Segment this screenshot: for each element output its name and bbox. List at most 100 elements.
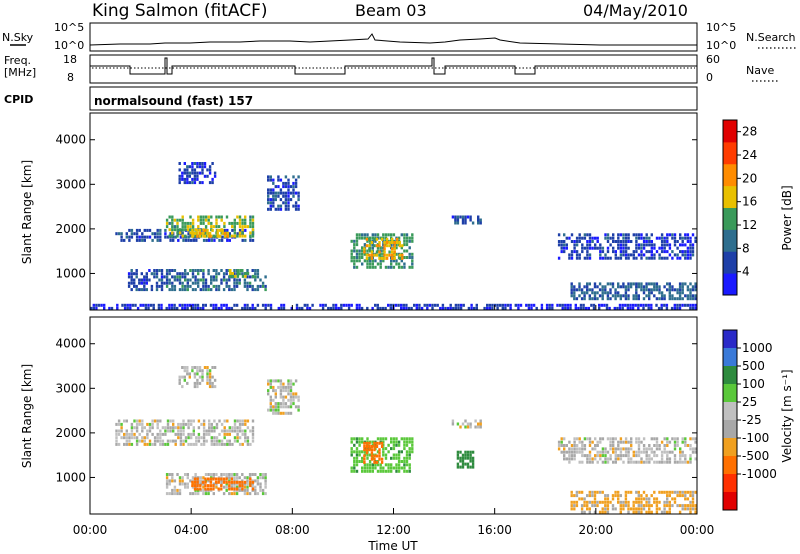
velocity-ytick-label: 2000 — [55, 426, 86, 440]
pixel — [622, 454, 625, 458]
pixel — [196, 174, 199, 178]
pixel — [551, 306, 554, 310]
pixel — [376, 246, 380, 250]
pixel — [570, 233, 574, 237]
pixel — [228, 306, 231, 310]
pixel — [580, 490, 584, 494]
pixel — [233, 422, 237, 426]
pixel — [189, 269, 192, 272]
pixel — [604, 288, 607, 292]
pixel — [382, 450, 385, 454]
pixel — [418, 303, 421, 307]
pixel — [609, 444, 612, 447]
pixel — [361, 249, 364, 253]
pixel — [350, 256, 353, 259]
pixel — [233, 228, 236, 232]
sky-left-tick-top: 10^5 — [54, 21, 84, 34]
pixel — [475, 303, 478, 307]
pixel — [686, 507, 690, 511]
pixel — [606, 510, 610, 514]
pixel — [168, 479, 171, 483]
pixel — [208, 385, 212, 389]
pixel — [143, 439, 146, 443]
pixel — [179, 422, 183, 426]
pixel — [230, 306, 234, 310]
pixel — [461, 215, 465, 219]
pixel — [163, 275, 166, 279]
pixel — [627, 297, 630, 301]
pixel — [143, 228, 146, 232]
pixel — [588, 444, 592, 447]
pixel — [191, 366, 194, 369]
pixel — [181, 231, 184, 235]
pixel — [635, 500, 638, 504]
pixel — [642, 297, 646, 301]
pixel — [241, 422, 244, 426]
pixel — [230, 480, 234, 484]
pixel — [236, 419, 239, 423]
pixel — [619, 454, 623, 458]
pixel — [196, 306, 200, 310]
pixel — [181, 177, 184, 181]
pixel — [570, 294, 573, 298]
pixel — [172, 422, 175, 426]
pixel — [130, 281, 133, 285]
pixel — [658, 507, 661, 511]
pixel — [168, 303, 171, 307]
pixel — [454, 218, 457, 222]
pixel — [243, 492, 247, 496]
pixel — [606, 256, 610, 260]
pixel — [92, 306, 95, 310]
pixel — [178, 482, 182, 486]
pixel — [394, 303, 398, 307]
pixel — [217, 480, 220, 484]
pixel — [611, 504, 615, 508]
pixel — [635, 256, 638, 260]
pixel — [202, 426, 206, 430]
pixel — [179, 442, 183, 446]
pixel — [370, 454, 374, 458]
pixel — [267, 188, 270, 192]
pixel — [663, 236, 666, 240]
pixel — [591, 447, 594, 451]
pixel — [225, 485, 228, 489]
pixel — [233, 221, 236, 225]
pixel — [361, 460, 364, 463]
pixel — [691, 306, 695, 310]
pixel — [387, 233, 390, 237]
pixel — [361, 246, 364, 250]
pixel — [179, 235, 183, 239]
pixel — [209, 477, 212, 481]
pixel — [353, 243, 356, 247]
pixel — [373, 253, 376, 257]
pixel — [395, 463, 398, 467]
pixel — [467, 306, 471, 310]
pixel — [358, 443, 361, 447]
pixel — [666, 450, 669, 454]
pixel — [391, 256, 394, 260]
pixel — [415, 303, 418, 307]
pixel — [581, 236, 584, 240]
pixel — [220, 442, 224, 446]
pixel — [681, 440, 684, 444]
pixel — [390, 469, 393, 473]
pixel — [423, 303, 426, 307]
pixel — [655, 285, 659, 289]
pixel — [586, 454, 589, 458]
pixel — [178, 228, 182, 232]
pixel — [469, 456, 472, 460]
pixel — [640, 450, 643, 454]
pixel — [202, 442, 206, 446]
pixel — [213, 419, 216, 423]
pixel — [225, 473, 228, 476]
pixel — [403, 239, 406, 243]
pixel — [658, 297, 661, 301]
pixel — [598, 500, 602, 504]
pixel — [241, 274, 245, 278]
pixel — [213, 366, 217, 369]
pixel — [593, 490, 597, 494]
pixel — [403, 243, 406, 247]
pixel — [578, 256, 581, 260]
pixel — [274, 395, 277, 399]
pixel — [259, 476, 262, 480]
